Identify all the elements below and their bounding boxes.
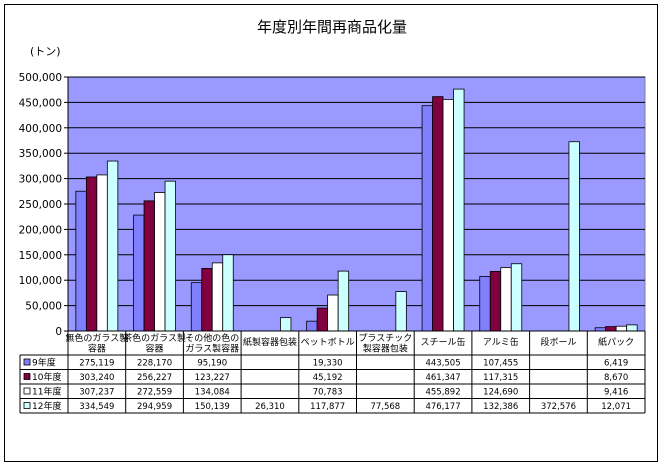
y-tick-label: 450,000 (19, 97, 62, 109)
bar (500, 267, 512, 332)
series-name: 10年度 (32, 371, 61, 383)
y-tick-label: 500,000 (19, 72, 62, 84)
y-tick-label: 400,000 (19, 123, 62, 135)
category-label: ペットボトル (301, 337, 355, 348)
category-label: 段ボール (540, 336, 576, 348)
data-cell: 256,227 (137, 373, 172, 383)
data-cell: 45,192 (313, 373, 343, 383)
y-tick-label: 200,000 (19, 224, 62, 236)
legend-key (23, 358, 31, 366)
data-cell: 476,177 (425, 402, 460, 412)
data-cell: 334,549 (79, 402, 114, 412)
bar (489, 271, 502, 332)
bar (75, 190, 87, 332)
data-cell: 77,568 (370, 402, 400, 412)
bar (479, 276, 491, 332)
category-label: 無色のガラス製 (65, 332, 128, 344)
y-tick-label: 350,000 (19, 148, 62, 160)
y-axis-unit: (トン) (30, 45, 61, 58)
data-cell: 26,310 (255, 402, 285, 412)
bar (106, 160, 119, 332)
bar (421, 105, 433, 332)
data-cell: 8,670 (604, 373, 628, 383)
data-cell: 307,237 (79, 388, 114, 398)
category-label: 紙パック (598, 336, 634, 348)
category-label: アルミ缶 (483, 336, 519, 348)
data-cell: 6,419 (604, 359, 628, 369)
bar (316, 307, 329, 332)
y-tick-label: 0 (55, 326, 62, 338)
bar (143, 200, 155, 332)
data-cell: 443,505 (425, 359, 460, 369)
y-tick-label: 250,000 (19, 199, 62, 211)
bar (442, 99, 454, 332)
data-cell: 132,386 (483, 402, 518, 412)
bar (85, 176, 98, 332)
category-label: 容器 (88, 343, 106, 355)
bar (280, 317, 292, 332)
chart-title: 年度別年間再商品化量 (257, 18, 407, 36)
bar (626, 324, 638, 332)
data-cell: 19,330 (313, 359, 343, 369)
data-cell: 9,416 (604, 388, 628, 398)
y-tick-label: 300,000 (19, 174, 62, 186)
series-name: 12年度 (32, 400, 61, 412)
data-cell: 134,084 (195, 388, 230, 398)
series-name: 9年度 (32, 357, 56, 369)
category-label: スチール缶 (421, 336, 466, 348)
bar (395, 291, 407, 332)
bar (190, 282, 203, 332)
data-cell: 12,071 (601, 402, 631, 412)
data-cell: 124,690 (483, 388, 518, 398)
bar (154, 192, 166, 332)
bar (605, 326, 617, 332)
bar (453, 88, 465, 332)
data-cell: 117,315 (483, 373, 518, 383)
data-cell: 70,783 (313, 388, 343, 398)
category-label: 茶色のガラス製 (123, 332, 186, 344)
legend-key (23, 387, 31, 395)
bar (337, 270, 350, 332)
bar (222, 254, 234, 332)
category-label: 製容器包装 (363, 343, 408, 355)
category-label: 容器 (146, 343, 164, 355)
bar (327, 294, 339, 332)
data-cell: 294,959 (137, 402, 172, 412)
bar (133, 214, 145, 332)
bar (568, 141, 580, 332)
data-cell: 150,139 (195, 402, 230, 412)
legend-key (23, 373, 31, 380)
y-tick-label: 150,000 (19, 250, 62, 262)
data-cell: 455,892 (425, 388, 460, 398)
data-cell: 275,119 (79, 359, 114, 369)
bar (211, 262, 224, 332)
data-cell: 461,347 (425, 373, 460, 383)
data-cell: 107,455 (483, 359, 518, 369)
category-label: ガラス製容器 (185, 343, 239, 355)
bar (510, 263, 523, 332)
category-label: 紙製容器包装 (243, 336, 297, 348)
bar (96, 174, 108, 332)
y-tick-label: 100,000 (19, 275, 62, 287)
series-name: 11年度 (32, 386, 61, 398)
bar (306, 320, 318, 332)
data-cell: 228,170 (137, 359, 172, 369)
data-cell: 123,227 (195, 373, 230, 383)
bar (164, 180, 176, 332)
bar (615, 325, 628, 332)
y-tick-label: 50,000 (25, 301, 62, 313)
bar (432, 96, 444, 332)
data-cell: 303,240 (79, 373, 114, 383)
data-cell: 117,877 (310, 402, 345, 412)
data-cell: 272,559 (137, 388, 172, 398)
category-label: その他の色の (185, 332, 239, 344)
bar (201, 268, 213, 332)
data-cell: 95,190 (197, 359, 227, 369)
data-cell: 372,576 (541, 402, 576, 412)
legend-key (23, 402, 31, 409)
category-label: プラスチック (358, 333, 412, 344)
